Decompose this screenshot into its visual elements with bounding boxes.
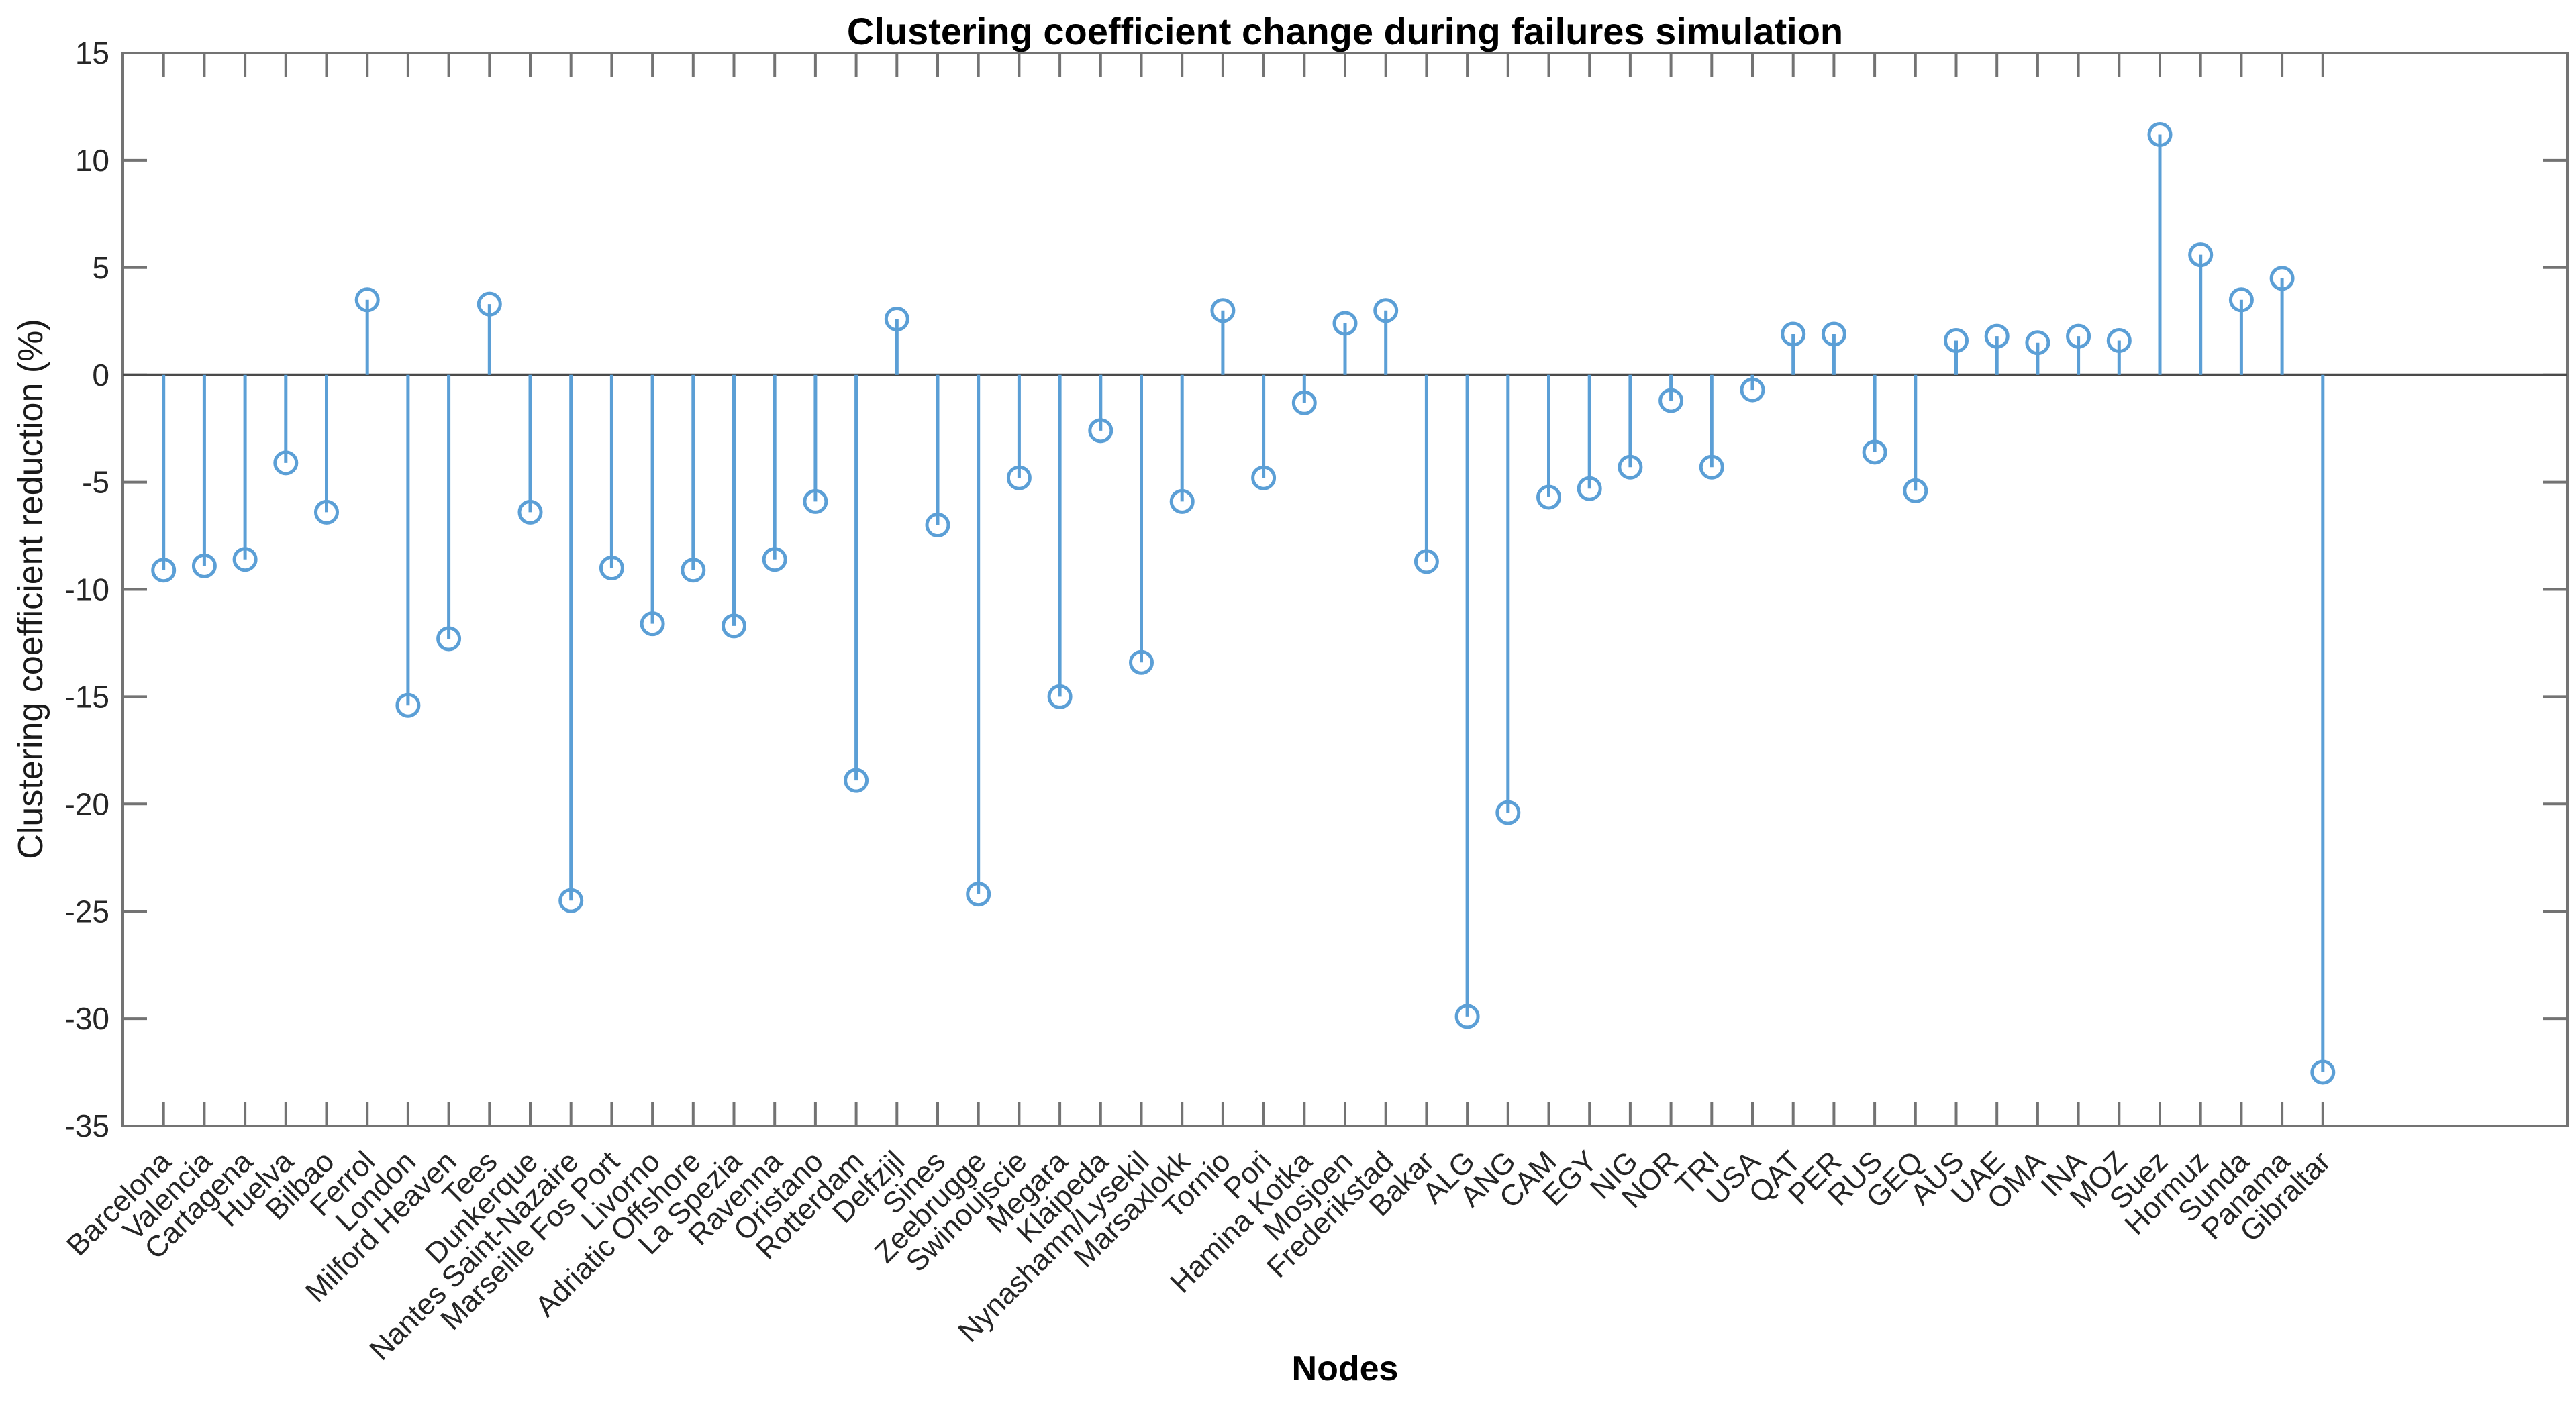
stem-marker	[2147, 122, 2173, 148]
stem-marker	[803, 488, 828, 514]
stem-marker	[1047, 684, 1073, 709]
stem-marker	[2066, 323, 2091, 349]
stem-marker	[395, 692, 421, 718]
stem-marker	[762, 547, 787, 572]
stem-marker	[1414, 549, 1439, 574]
stem-marker	[1169, 488, 1195, 514]
axes-box	[121, 52, 2569, 1127]
stem-marker	[1454, 1004, 1480, 1029]
stem-marker	[314, 499, 339, 525]
stem-marker	[191, 553, 217, 578]
stem-marker	[2228, 287, 2254, 313]
y-tick-label: -20	[65, 786, 109, 821]
stem-marker	[151, 558, 177, 583]
stem-marker	[1577, 476, 1602, 501]
stem-marker	[558, 888, 584, 913]
stem-marker	[1251, 465, 1277, 490]
stem-marker	[1373, 298, 1399, 323]
stem-marker	[1821, 321, 1846, 347]
stem-marker	[884, 307, 909, 332]
y-tick-label: -35	[65, 1108, 109, 1143]
stem-marker	[273, 450, 299, 476]
stem-marker	[1740, 377, 1765, 403]
stem-marker	[1862, 439, 1887, 465]
stem-marker	[2025, 330, 2050, 356]
stem-marker	[2106, 328, 2132, 354]
stem-marker	[1088, 418, 1113, 444]
y-tick-label: 5	[92, 250, 109, 285]
stem-marker	[1944, 328, 1969, 354]
stem-marker	[599, 556, 624, 581]
stem-marker	[2188, 242, 2214, 268]
y-tick-label: -30	[65, 1001, 109, 1036]
y-tick-label: -25	[65, 894, 109, 929]
stem-marker	[1699, 454, 1724, 480]
stem-marker	[1903, 478, 1928, 503]
y-tick-label: -10	[65, 572, 109, 607]
stem-marker	[1618, 454, 1643, 480]
stem-marker	[1984, 323, 2010, 349]
y-tick-label: -5	[82, 465, 109, 500]
stem-marker	[1332, 311, 1358, 336]
chart-title: Clustering coefficient change during fai…	[846, 10, 1844, 52]
y-tick-label: -15	[65, 680, 109, 715]
stem-marker	[1129, 649, 1154, 675]
stem-marker	[2310, 1059, 2336, 1085]
stem-marker	[1291, 390, 1317, 415]
x-axis-label: Nodes	[1291, 1349, 1399, 1388]
stem-marker	[925, 513, 950, 538]
stem-marker	[1210, 298, 1236, 323]
stem-marker	[517, 499, 543, 525]
stem-marker	[1006, 465, 1032, 490]
stem-marker	[722, 613, 746, 639]
stem-marker	[844, 768, 869, 793]
stem-marker	[966, 882, 991, 907]
stem-marker	[1781, 321, 1806, 347]
stem-marker	[477, 291, 502, 317]
stem-marker	[2269, 266, 2295, 291]
stem-marker	[640, 611, 665, 637]
stem-marker	[1536, 484, 1561, 510]
y-tick-label: 15	[75, 36, 109, 70]
stem-marker	[232, 547, 258, 572]
stem-marker	[1495, 800, 1521, 825]
stem-marker	[436, 626, 462, 652]
y-tick-label: 0	[92, 358, 109, 393]
y-axis-label: Clustering coefficient reduction (%)	[11, 319, 50, 860]
stem-marker	[681, 558, 706, 583]
stem-marker	[354, 287, 380, 313]
stem-marker	[1658, 388, 1684, 413]
y-tick-label: 10	[75, 143, 109, 178]
